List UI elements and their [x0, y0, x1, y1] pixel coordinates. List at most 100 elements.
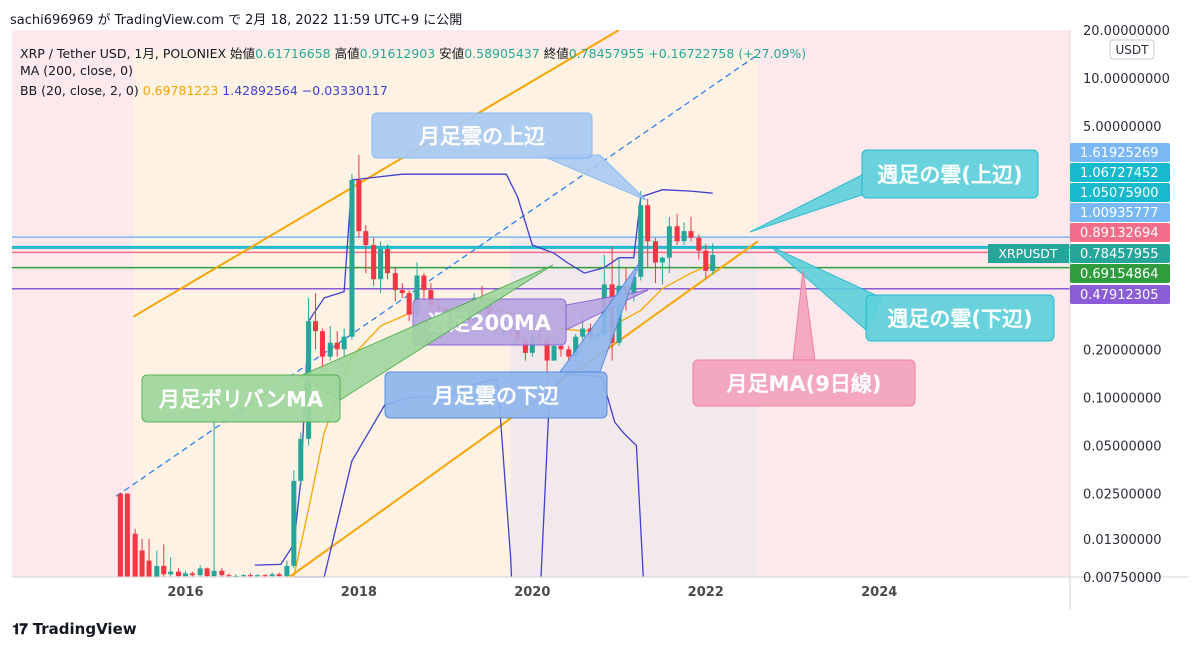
candle-body-81: [703, 250, 709, 271]
brand-name: TradingView: [32, 620, 137, 638]
price-tag-7: 0.47912305: [1080, 288, 1159, 303]
callout-box-5: [141, 374, 341, 423]
callout-text-5: 月足ボリバンMA: [158, 388, 324, 412]
candle-body-41: [414, 275, 420, 315]
candle-body-15: [226, 575, 232, 577]
candle-body-28: [319, 331, 325, 357]
candle-body-64: [580, 328, 586, 337]
y-unit-label: USDT: [1116, 43, 1150, 57]
channel-upper-line: [132, 30, 620, 318]
callout-text-6: 月足MA(9日線): [726, 372, 882, 396]
x-tick-2020: 2020: [514, 585, 550, 600]
callout-text-1: 週足の雲(上辺): [877, 163, 1022, 187]
candle-body-24: [291, 480, 297, 566]
price-tag-0: 1.61925269: [1080, 146, 1159, 161]
y-tick-2: 5.00000000: [1083, 120, 1162, 135]
candle-body-1: [124, 493, 130, 577]
y-tick-0: 20.00000000: [1083, 24, 1170, 39]
candle-body-13: [211, 570, 217, 577]
candle-body-79: [688, 231, 694, 238]
candle-body-42: [421, 275, 427, 291]
callout-text-2: 週足の雲(下辺): [887, 307, 1032, 331]
candle-body-72: [638, 205, 644, 277]
candle-body-36: [378, 248, 384, 280]
candle-body-10: [189, 573, 195, 576]
candle-body-7: [168, 571, 174, 575]
candle-body-74: [652, 241, 659, 263]
candle-body-37: [384, 248, 391, 274]
candle-body-11: [197, 568, 203, 576]
candle-body-33: [356, 179, 362, 232]
y-tick-8: 0.00750000: [1083, 571, 1162, 586]
high-label: 高値: [334, 46, 360, 61]
footer-brand: 𝟏𝟕 TradingView: [12, 620, 137, 638]
price-tag-bg-0: [1070, 143, 1170, 162]
candle-body-63: [573, 336, 579, 357]
candle-body-62: [566, 349, 572, 357]
candle-body-61: [558, 345, 564, 350]
candle-body-9: [182, 573, 188, 577]
candle-body-3: [139, 550, 145, 577]
candle-body-25: [298, 438, 304, 481]
candle-body-5: [154, 565, 160, 577]
x-tick-2018: 2018: [341, 585, 377, 600]
unit-box: [1109, 39, 1155, 60]
candle-body-60: [551, 345, 557, 361]
callout-box-2: [865, 294, 1055, 342]
price-tag-bg-4: [1070, 223, 1170, 242]
candle-body-82: [710, 254, 716, 271]
candle-body-18: [247, 575, 254, 577]
low-value: 0.58905437: [464, 46, 540, 61]
candle-body-40: [406, 293, 412, 315]
price-tag-1: 1.06727452: [1080, 166, 1159, 181]
close-label: 終値: [543, 46, 569, 61]
open-label: 始値: [230, 46, 256, 61]
candle-body-39: [399, 290, 405, 294]
candle-body-2: [132, 533, 138, 577]
candle-body-21: [269, 574, 275, 577]
tag-symbol-label: XRPUSDT: [998, 246, 1057, 261]
change-value: +0.16722758 (+27.09%): [648, 46, 807, 61]
bb-upper-value: 1.42892564: [222, 83, 298, 98]
y-tick-4: 0.10000000: [1083, 391, 1162, 406]
bb-label: BB (20, close, 2, 0): [20, 83, 139, 98]
y-tick-6: 0.02500000: [1083, 488, 1162, 503]
candle-body-22: [276, 574, 282, 577]
callout-box-0: [371, 112, 593, 159]
price-tag-bg-5: [1070, 244, 1170, 263]
x-tick-2016: 2016: [167, 585, 203, 600]
candle-body-23: [284, 565, 290, 577]
candle-body-30: [334, 342, 340, 350]
candle-body-19: [254, 575, 260, 577]
ma-label: MA (200, close, 0): [20, 63, 133, 78]
ma-legend: MA (200, close, 0): [20, 63, 133, 78]
x-tick-2024: 2024: [861, 585, 897, 600]
ohlc-legend: XRP / Tether USD, 1月, POLONIEX 始値0.61716…: [20, 43, 806, 62]
y-tick-5: 0.05000000: [1083, 439, 1162, 454]
price-tag-bg-3: [1070, 203, 1170, 222]
x-tick-2022: 2022: [688, 585, 724, 600]
candle-body-32: [349, 179, 355, 337]
callout-text-4: 月足雲の下辺: [432, 384, 559, 408]
candle-body-4: [146, 560, 152, 577]
open-value: 0.61716658: [255, 46, 331, 61]
price-tag-2: 1.05075900: [1080, 186, 1159, 201]
tag-symbol-bg: [988, 244, 1069, 263]
bb-basis-value: 0.69781223: [142, 83, 219, 98]
candle-body-12: [204, 568, 210, 577]
candle-body-75: [659, 257, 665, 263]
callout-box-1: [861, 149, 1039, 199]
candle-body-80: [696, 237, 702, 251]
bb-lower-value: −0.03330117: [301, 83, 388, 98]
candle-body-71: [631, 276, 637, 297]
candle-body-73: [645, 205, 651, 242]
price-tag-bg-2: [1070, 183, 1170, 202]
candle-body-56: [522, 339, 528, 353]
price-tag-bg-1: [1070, 163, 1170, 182]
y-tick-3: 0.20000000: [1083, 343, 1162, 358]
candle-body-31: [341, 336, 347, 350]
callout-box-4: [384, 371, 608, 419]
candle-body-29: [327, 342, 333, 357]
price-tag-3: 1.00935777: [1080, 206, 1159, 221]
